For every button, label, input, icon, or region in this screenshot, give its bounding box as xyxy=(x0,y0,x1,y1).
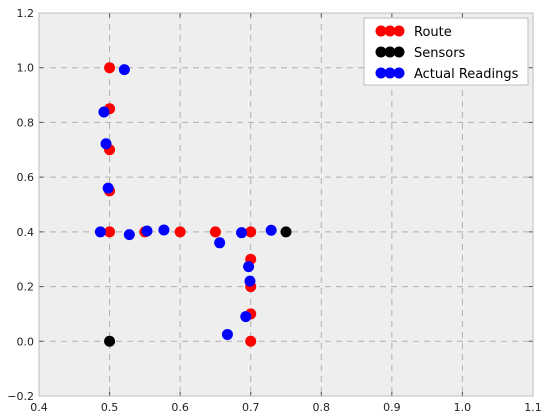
legend-marker xyxy=(375,25,387,37)
legend-marker xyxy=(393,67,405,79)
legend-marker xyxy=(375,67,387,79)
plot-frame xyxy=(38,12,534,397)
data-point xyxy=(245,226,257,238)
x-tick-label: 0.5 xyxy=(101,401,119,414)
x-tick-label: 0.4 xyxy=(30,401,48,414)
legend-marker xyxy=(375,46,387,58)
x-tick-label: 0.7 xyxy=(242,401,260,414)
data-points xyxy=(94,62,292,347)
data-point xyxy=(118,64,130,76)
legend-marker xyxy=(384,25,396,37)
legend-marker xyxy=(384,46,396,58)
y-tick-label: 0.0 xyxy=(17,335,35,348)
data-point xyxy=(94,226,106,238)
data-point xyxy=(104,226,116,238)
y-tick-label: 0.8 xyxy=(17,116,35,129)
legend: Route Sensors Actual Readings xyxy=(363,17,529,86)
series-sensors xyxy=(104,226,292,347)
data-point xyxy=(102,182,114,194)
data-point xyxy=(240,311,252,323)
data-point xyxy=(243,261,255,273)
data-point xyxy=(104,62,116,74)
legend-marker xyxy=(384,67,396,79)
legend-marker xyxy=(393,46,405,58)
legend-label: Route xyxy=(414,25,452,40)
y-tick-label: −0.2 xyxy=(7,390,34,403)
data-point xyxy=(236,227,248,239)
data-point xyxy=(214,237,226,249)
data-point xyxy=(265,224,277,236)
x-tick-label: 1.0 xyxy=(454,401,472,414)
y-tick-label: 1.2 xyxy=(17,7,35,20)
y-tick-label: 0.4 xyxy=(17,226,35,239)
data-point xyxy=(123,229,135,241)
x-tick-label: 0.6 xyxy=(171,401,189,414)
data-point xyxy=(98,106,110,118)
x-tick-label: 1.1 xyxy=(524,401,542,414)
series-actual-readings xyxy=(94,64,277,340)
x-tick-label: 0.8 xyxy=(313,401,331,414)
data-point xyxy=(245,335,257,347)
y-tick-label: 0.6 xyxy=(17,171,35,184)
legend-item: Sensors xyxy=(375,46,466,61)
legend-label: Actual Readings xyxy=(414,67,519,82)
series-route xyxy=(104,62,257,347)
data-point xyxy=(104,335,116,347)
axis-ticks: 0.4 0.5 0.6 0.7 0.8 0.9 1.0 1.1 −0.2 0.0 0.2 0.4 0.6… xyxy=(7,7,541,414)
y-tick-label: 1.0 xyxy=(17,62,35,75)
data-point xyxy=(244,275,256,287)
data-point xyxy=(174,226,186,238)
data-point xyxy=(280,226,292,238)
legend-item: Route xyxy=(375,25,452,40)
legend-item: Actual Readings xyxy=(375,67,519,82)
legend-marker xyxy=(393,25,405,37)
data-point xyxy=(100,138,112,150)
x-tick-label: 0.9 xyxy=(383,401,401,414)
data-point xyxy=(141,225,153,237)
data-point xyxy=(209,226,221,238)
legend-label: Sensors xyxy=(414,46,466,61)
data-point xyxy=(158,224,170,236)
y-tick-label: 0.2 xyxy=(17,281,35,294)
data-point xyxy=(221,328,233,340)
